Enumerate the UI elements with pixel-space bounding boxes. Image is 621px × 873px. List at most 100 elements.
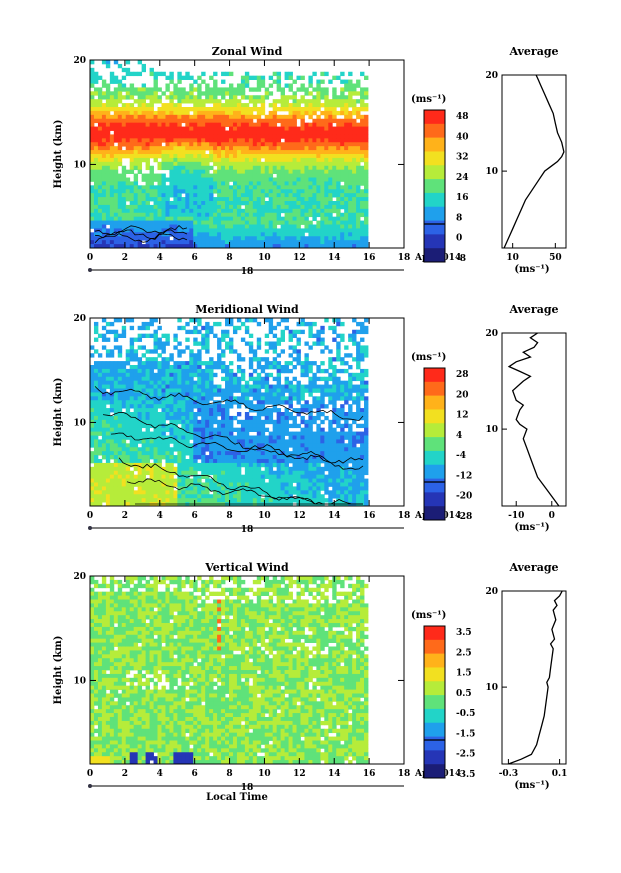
heatmap-cell — [165, 462, 170, 468]
heatmap-cell — [173, 380, 178, 385]
heatmap-cell — [141, 372, 146, 378]
heatmap-cell — [97, 118, 103, 124]
heatmap-cell — [268, 490, 274, 495]
heatmap-cell — [272, 204, 278, 210]
heatmap-cell — [252, 482, 258, 487]
heatmap-cell — [232, 224, 238, 229]
heatmap-cell — [117, 118, 123, 124]
heatmap-cell — [240, 138, 246, 143]
heatmap-cell — [209, 419, 214, 425]
heatmap-cell — [193, 216, 198, 221]
heatmap-cell — [185, 244, 190, 249]
heatmap-cell — [165, 357, 170, 362]
heatmap-cell — [205, 232, 210, 237]
heatmap-cell — [109, 122, 115, 127]
heatmap-cell — [225, 490, 230, 495]
heatmap-cell — [173, 197, 178, 202]
heatmap-cell — [268, 361, 274, 366]
heatmap-cell — [141, 365, 146, 370]
heatmap-cell — [93, 451, 99, 456]
heatmap-cell — [97, 470, 103, 476]
heatmap-cell — [181, 177, 186, 182]
heatmap-cell — [109, 142, 115, 147]
heatmap-cell — [185, 150, 190, 155]
heatmap-cell — [288, 220, 293, 225]
heatmap-cell — [217, 232, 222, 237]
heatmap-cell — [157, 412, 162, 417]
heatmap-cell — [308, 107, 313, 112]
heatmap-cell — [284, 177, 289, 182]
heatmap-cell — [360, 236, 365, 241]
heatmap-cell — [292, 244, 297, 249]
heatmap-cell — [268, 400, 274, 405]
heatmap-cell — [205, 126, 210, 131]
heatmap-cell — [193, 177, 198, 182]
heatmap-cell — [217, 134, 222, 139]
heatmap-cell — [133, 423, 139, 429]
heatmap-cell — [93, 455, 99, 460]
heatmap-cell — [292, 384, 297, 389]
heatmap-cell — [217, 169, 222, 174]
heatmap-cell — [260, 244, 266, 249]
heatmap-cell — [105, 396, 111, 401]
heatmap-cell — [268, 110, 274, 116]
heatmap-cell — [256, 161, 262, 167]
heatmap-cell — [209, 392, 214, 397]
heatmap-cell — [153, 201, 158, 206]
heatmap-cell — [292, 415, 297, 421]
heatmap-cell — [193, 404, 198, 409]
heatmap-cell — [356, 165, 361, 171]
heatmap-cell — [125, 146, 131, 151]
heatmap-cell — [328, 204, 333, 210]
heatmap-cell — [90, 466, 95, 472]
heatmap-cell — [189, 384, 194, 389]
heatmap-cell — [260, 110, 266, 116]
heatmap-cell — [332, 157, 337, 163]
heatmap-cell — [105, 99, 111, 104]
heatmap-cell — [272, 341, 278, 346]
heatmap-cell — [288, 130, 293, 135]
heatmap-cell — [248, 459, 254, 464]
heatmap-cell — [217, 435, 222, 440]
heatmap-cell — [201, 240, 206, 245]
heatmap-cell — [260, 470, 266, 476]
heatmap-cell — [137, 490, 143, 495]
heatmap-cell — [248, 169, 254, 174]
heatmap-cell — [288, 83, 293, 88]
heatmap-cell — [169, 431, 174, 436]
heatmap-cell — [252, 435, 258, 440]
heatmap-cell — [181, 161, 186, 167]
heatmap-cell — [272, 482, 278, 487]
heatmap-cell — [169, 79, 174, 84]
heatmap-cell — [117, 63, 123, 69]
heatmap-cell — [93, 157, 99, 163]
heatmap-cell — [229, 107, 234, 112]
heatmap-cell — [221, 189, 226, 194]
heatmap-cell — [232, 212, 238, 218]
heatmap-cell — [300, 189, 305, 194]
heatmap-cell — [225, 459, 230, 464]
heatmap-cell — [292, 431, 297, 436]
heatmap-cell — [141, 107, 146, 112]
heatmap-cell — [177, 71, 182, 77]
heatmap-cell — [268, 451, 274, 456]
heatmap-cell — [129, 423, 135, 429]
heatmap-cell — [268, 345, 274, 350]
heatmap-cell — [340, 236, 345, 241]
heatmap-cell — [133, 110, 139, 116]
heatmap-cell — [109, 361, 115, 366]
heatmap-cell — [90, 384, 95, 389]
heatmap-cell — [93, 349, 99, 354]
heatmap-cell — [260, 482, 266, 487]
heatmap-cell — [189, 189, 194, 194]
heatmap-cell — [181, 204, 186, 210]
heatmap-cell — [109, 329, 115, 335]
heatmap-cell — [213, 486, 218, 491]
heatmap-cell — [141, 431, 146, 436]
heatmap-cell — [113, 490, 119, 495]
heatmap-cell — [320, 236, 325, 241]
heatmap-cell — [185, 204, 190, 210]
heatmap-cell — [232, 486, 238, 491]
heatmap-cell — [181, 181, 186, 186]
heatmap-cell — [197, 228, 202, 233]
